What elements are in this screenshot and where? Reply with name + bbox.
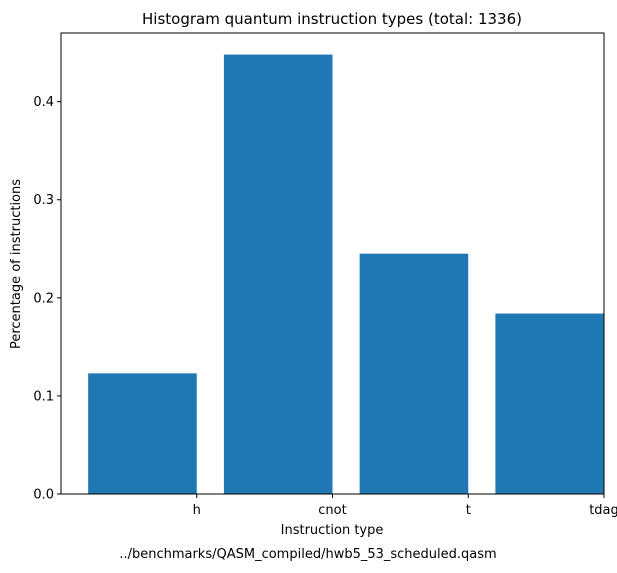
x-tick-label: t — [466, 503, 471, 518]
y-tick-label: 0.2 — [33, 291, 54, 306]
x-axis-label: Instruction type — [281, 523, 384, 538]
x-tick-label: tdag — [589, 503, 617, 518]
bar-h — [88, 373, 197, 494]
figure-caption: ../benchmarks/QASM_compiled/hwb5_53_sche… — [119, 547, 496, 562]
bar-t — [359, 253, 469, 494]
y-axis-label: Percentage of instructions — [9, 179, 24, 349]
bar-cnot — [223, 54, 333, 494]
y-tick-label: 0.1 — [33, 389, 54, 404]
x-axis: h cnot t tdag — [193, 494, 617, 518]
y-tick-label: 0.0 — [33, 488, 54, 503]
bars — [88, 54, 604, 494]
y-tick-label: 0.4 — [33, 95, 54, 110]
x-tick-label: h — [193, 503, 201, 518]
bar-tdag — [495, 313, 604, 494]
y-axis: 0.0 0.1 0.2 0.3 0.4 — [33, 95, 61, 503]
y-tick-label: 0.3 — [33, 193, 54, 208]
chart-title: Histogram quantum instruction types (tot… — [142, 10, 522, 28]
x-tick-label: cnot — [318, 503, 346, 518]
